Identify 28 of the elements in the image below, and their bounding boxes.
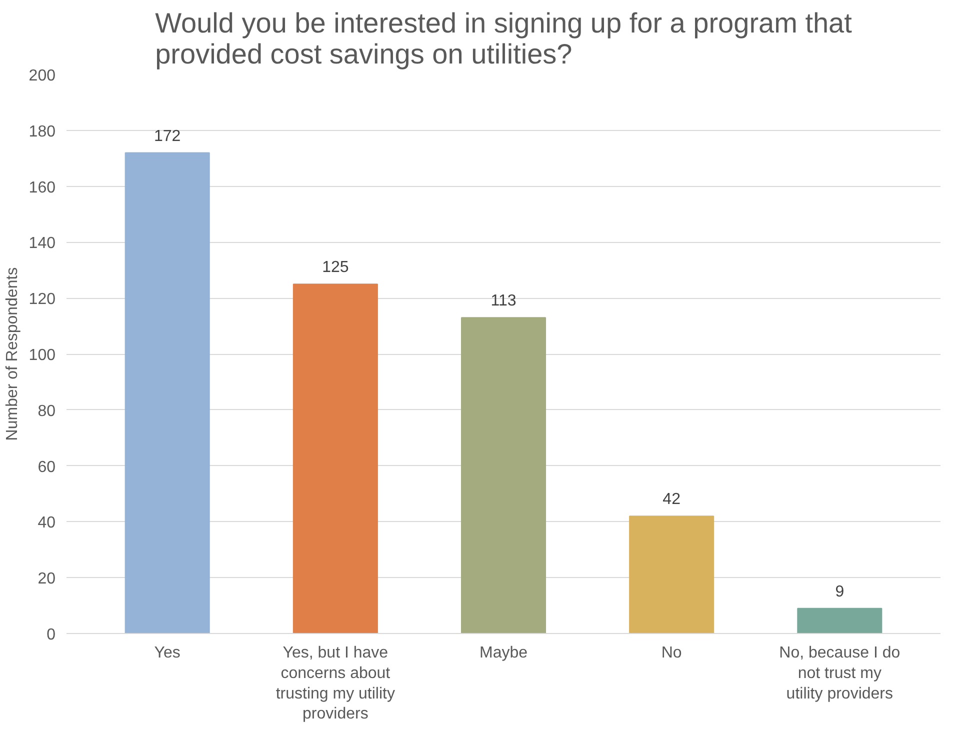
- y-tick-label: 200: [28, 68, 56, 84]
- bar: [460, 317, 546, 634]
- data-label: 42: [662, 491, 681, 508]
- y-tick-label: 60: [38, 458, 56, 476]
- y-tick-label: 20: [38, 570, 56, 588]
- y-tick-label: 160: [28, 179, 56, 196]
- data-label: 172: [154, 128, 181, 145]
- data-label: 9: [835, 583, 844, 600]
- data-label: 125: [322, 259, 349, 276]
- bar: [292, 284, 378, 634]
- x-tick-label: No, because I do not trust my utility providers: [779, 644, 900, 702]
- x-tick-label: Yes, but I have concerns about trusting my utility providers: [276, 644, 395, 723]
- bar: [629, 516, 714, 634]
- y-tick-label: 120: [28, 291, 56, 308]
- x-tick-label: Maybe: [479, 644, 528, 662]
- y-tick-label: 100: [28, 347, 56, 364]
- y-axis-title: Number of Respondents: [4, 267, 21, 441]
- data-label: 113: [490, 292, 516, 310]
- chart-title: Would you be interested in signing up for a program that provided cost savings on utilities?: [155, 8, 852, 70]
- x-tick-label: Yes: [154, 644, 180, 662]
- y-tick-label: 80: [38, 402, 56, 420]
- y-tick-label: 140: [28, 235, 56, 252]
- y-tick-label: 180: [28, 123, 56, 140]
- y-tick-label: 40: [38, 514, 56, 532]
- bar: [797, 608, 882, 634]
- y-tick-label: 0: [46, 626, 56, 644]
- x-tick-label: No: [661, 644, 682, 662]
- bar: [124, 152, 210, 634]
